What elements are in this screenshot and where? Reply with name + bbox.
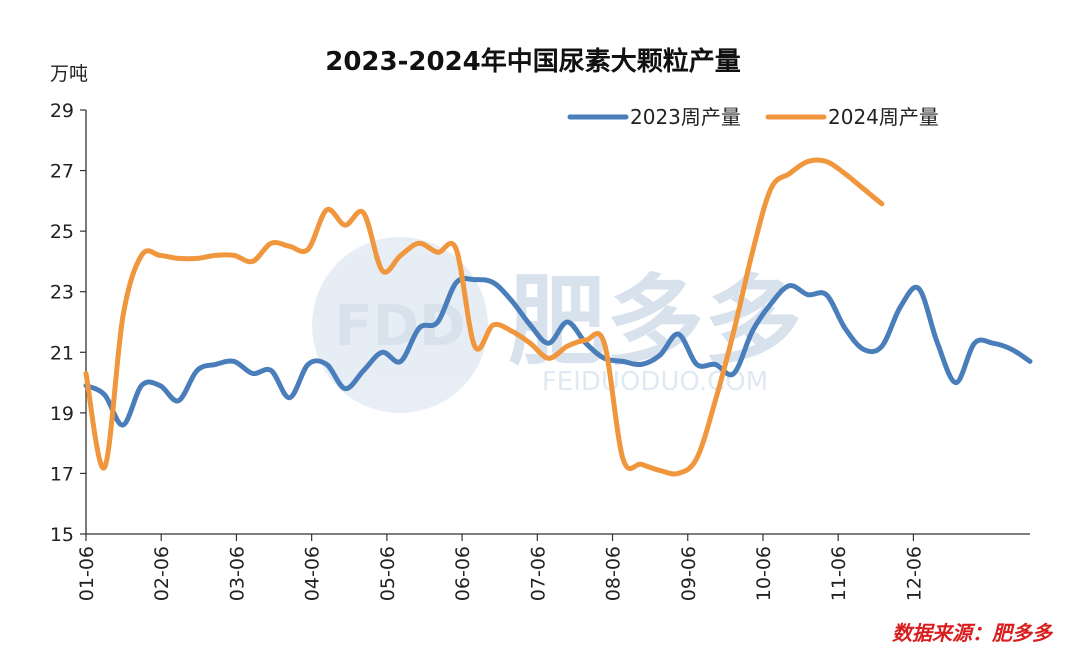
x-tick-label: 08-06 [603, 546, 625, 601]
x-tick-label: 04-06 [302, 546, 324, 601]
y-tick-label: 23 [50, 282, 74, 304]
x-tick-label: 09-06 [678, 546, 700, 601]
legend-label-2: 2024周产量 [828, 105, 939, 129]
legend-label-1: 2023周产量 [630, 105, 741, 129]
x-tick-label: 11-06 [828, 546, 850, 601]
y-tick-label: 17 [50, 463, 74, 485]
series-line-1 [83, 275, 1033, 428]
x-axis-ticks: 01-06 02-06 03-06 04-06 05-06 06-06 07-06 08-06… [76, 534, 925, 601]
y-tick-label: 15 [50, 524, 74, 546]
x-tick-label: 07-06 [527, 546, 549, 601]
x-tick-label: 12-06 [903, 546, 925, 601]
series-line-2 [83, 157, 885, 477]
x-tick-label: 06-06 [452, 546, 474, 601]
y-tick-label: 29 [50, 100, 74, 122]
y-tick-label: 27 [50, 161, 74, 183]
chart-title: 2023-2024年中国尿素大颗粒产量 [325, 46, 741, 77]
y-tick-label: 21 [50, 342, 74, 364]
x-tick-label: 10-06 [753, 546, 775, 601]
y-tick-label: 19 [50, 403, 74, 425]
watermark-logo-circle [312, 237, 488, 413]
x-tick-label: 01-06 [76, 546, 98, 601]
y-axis-unit: 万吨 [50, 63, 88, 85]
x-tick-label: 02-06 [151, 546, 173, 601]
watermark: FDD 肥多多 FEIDUODUO.COM [312, 237, 802, 413]
watermark-site: FEIDUODUO.COM [542, 367, 768, 397]
y-tick-label: 25 [50, 221, 74, 243]
y-axis-ticks: 15 17 19 21 23 25 27 29 [50, 100, 86, 546]
data-source: 数据来源：肥多多 [892, 621, 1054, 645]
legend: 2023周产量 2024周产量 [567, 105, 939, 129]
axes [85, 110, 1030, 535]
x-tick-label: 03-06 [226, 546, 248, 601]
series-lines [83, 157, 1033, 477]
x-tick-label: 05-06 [377, 546, 399, 601]
